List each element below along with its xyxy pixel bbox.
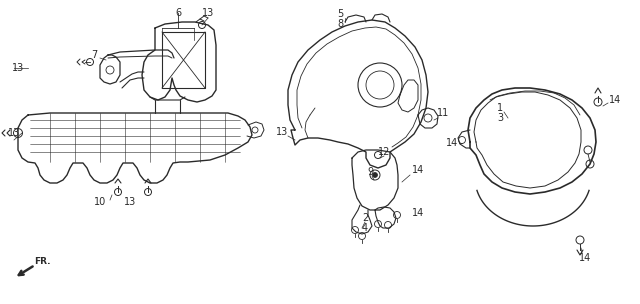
Text: 5: 5 (337, 9, 343, 19)
Text: 12: 12 (378, 147, 390, 157)
Text: 4: 4 (362, 223, 368, 233)
Text: 14: 14 (412, 208, 424, 218)
Text: 14: 14 (412, 165, 424, 175)
Text: 7: 7 (91, 50, 97, 60)
Text: 13: 13 (8, 128, 20, 138)
Text: FR.: FR. (34, 257, 51, 267)
Text: 6: 6 (175, 8, 181, 18)
Text: 3: 3 (497, 113, 503, 123)
Text: 11: 11 (437, 108, 449, 118)
Text: 9: 9 (367, 167, 373, 177)
Text: 13: 13 (276, 127, 288, 137)
Text: 13: 13 (202, 8, 214, 18)
Text: 13: 13 (124, 197, 136, 207)
Text: 14: 14 (609, 95, 621, 105)
Text: 14: 14 (579, 253, 591, 263)
Text: 2: 2 (362, 213, 368, 223)
Text: 8: 8 (337, 19, 343, 29)
Text: 1: 1 (497, 103, 503, 113)
Text: 14: 14 (446, 138, 458, 148)
Text: 10: 10 (94, 197, 106, 207)
Text: 13: 13 (12, 63, 24, 73)
Circle shape (372, 172, 378, 178)
